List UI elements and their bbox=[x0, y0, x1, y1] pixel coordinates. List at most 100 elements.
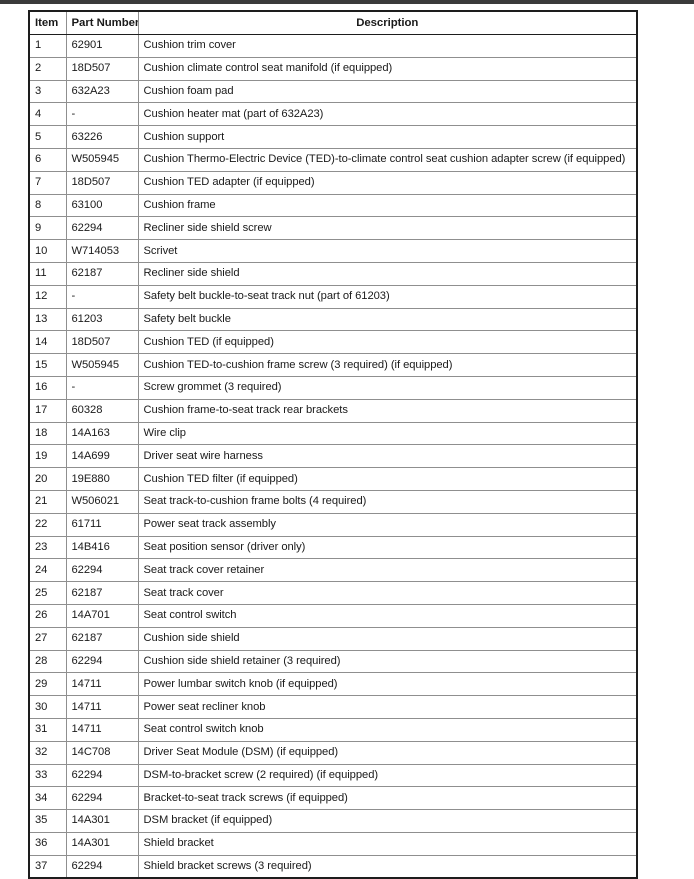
cell-description: Cushion side shield retainer (3 required… bbox=[137, 649, 638, 674]
cell-item: 30 bbox=[28, 695, 67, 719]
cell-item: 11 bbox=[28, 261, 67, 286]
cell-part-number: 14A301 bbox=[65, 809, 139, 833]
parts-list-table: Item Part Number Description 1 62901 Cushi… bbox=[28, 10, 638, 879]
cell-description: Power seat recliner knob bbox=[137, 695, 638, 719]
cell-part-number: 18D507 bbox=[65, 170, 139, 195]
table-row: 3 632A23 Cushion foam pad bbox=[28, 79, 638, 104]
table-row: 18 14A163 Wire clip bbox=[28, 421, 638, 446]
cell-part-number: 14711 bbox=[65, 672, 139, 697]
cell-item: 35 bbox=[28, 809, 67, 833]
cell-description: Scrivet bbox=[137, 239, 638, 263]
table-row: 34 62294 Bracket-to-seat track screws (if … bbox=[28, 786, 638, 811]
cell-description: Power seat track assembly bbox=[137, 512, 638, 537]
table-row: 30 14711 Power seat recliner knob bbox=[28, 695, 638, 719]
cell-item: 9 bbox=[28, 216, 67, 241]
cell-item: 2 bbox=[28, 56, 67, 81]
cell-part-number: 62187 bbox=[65, 581, 139, 605]
table-row: 22 61711 Power seat track assembly bbox=[28, 512, 638, 537]
cell-description: Seat control switch bbox=[137, 603, 638, 628]
cell-description: Recliner side shield bbox=[137, 261, 638, 286]
cell-description: Cushion frame-to-seat track rear bracket… bbox=[137, 398, 638, 423]
cell-part-number: 14A301 bbox=[65, 831, 139, 856]
cell-description: Cushion TED (if equipped) bbox=[137, 330, 638, 355]
cell-part-number: 18D507 bbox=[65, 330, 139, 355]
cell-description: Cushion trim cover bbox=[137, 34, 638, 58]
cell-item: 22 bbox=[28, 512, 67, 537]
cell-part-number: 62294 bbox=[65, 786, 139, 811]
cell-item: 14 bbox=[28, 330, 67, 355]
cell-part-number: 18D507 bbox=[65, 56, 139, 81]
cell-part-number: 62294 bbox=[65, 854, 139, 879]
cell-part-number: 14A699 bbox=[65, 444, 139, 469]
cell-item: 19 bbox=[28, 444, 67, 469]
cell-description: DSM bracket (if equipped) bbox=[137, 809, 638, 833]
cell-description: Wire clip bbox=[137, 421, 638, 446]
cell-part-number: 63100 bbox=[65, 193, 139, 218]
cell-item: 23 bbox=[28, 535, 67, 560]
table-row: 10 W714053 Scrivet bbox=[28, 239, 638, 263]
cell-part-number: 62187 bbox=[65, 261, 139, 286]
table-row: 26 14A701 Seat control switch bbox=[28, 603, 638, 628]
cell-item: 16 bbox=[28, 375, 67, 400]
cell-item: 32 bbox=[28, 740, 67, 765]
cell-part-number: 14A163 bbox=[65, 421, 139, 446]
cell-description: Cushion TED adapter (if equipped) bbox=[137, 170, 638, 195]
column-header-description: Description bbox=[137, 10, 638, 35]
cell-item: 28 bbox=[28, 649, 67, 674]
cell-part-number: W505945 bbox=[65, 353, 139, 377]
cell-part-number: W714053 bbox=[65, 239, 139, 263]
table-header: Item Part Number Description bbox=[28, 10, 638, 35]
cell-item: 17 bbox=[28, 398, 67, 423]
cell-description: Cushion frame bbox=[137, 193, 638, 218]
cell-part-number: 14711 bbox=[65, 695, 139, 719]
cell-item: 8 bbox=[28, 193, 67, 218]
cell-description: Driver seat wire harness bbox=[137, 444, 638, 469]
table-row: 2 18D507 Cushion climate control seat mani… bbox=[28, 56, 638, 81]
table-row: 35 14A301 DSM bracket (if equipped) bbox=[28, 809, 638, 833]
cell-description: Cushion heater mat (part of 632A23) bbox=[137, 102, 638, 127]
cell-description: Seat control switch knob bbox=[137, 717, 638, 742]
cell-item: 34 bbox=[28, 786, 67, 811]
cell-item: 29 bbox=[28, 672, 67, 697]
cell-part-number: 14C708 bbox=[65, 740, 139, 765]
cell-description: Cushion support bbox=[137, 125, 638, 149]
cell-item: 15 bbox=[28, 353, 67, 377]
table-row: 24 62294 Seat track cover retainer bbox=[28, 558, 638, 583]
table-row: 7 18D507 Cushion TED adapter (if equipped) bbox=[28, 170, 638, 195]
cell-item: 31 bbox=[28, 717, 67, 742]
table-row: 11 62187 Recliner side shield bbox=[28, 261, 638, 286]
table-row: 5 63226 Cushion support bbox=[28, 125, 638, 149]
table-row: 9 62294 Recliner side shield screw bbox=[28, 216, 638, 241]
cell-part-number: 14A701 bbox=[65, 603, 139, 628]
cell-description: Safety belt buckle bbox=[137, 307, 638, 332]
cell-description: Shield bracket screws (3 required) bbox=[137, 854, 638, 879]
cell-item: 1 bbox=[28, 34, 67, 58]
table-header-row: Item Part Number Description bbox=[28, 10, 638, 35]
table-row: 17 60328 Cushion frame-to-seat track rear … bbox=[28, 398, 638, 423]
cell-part-number: 62294 bbox=[65, 763, 139, 788]
cell-item: 12 bbox=[28, 284, 67, 309]
cell-item: 20 bbox=[28, 467, 67, 491]
cell-item: 25 bbox=[28, 581, 67, 605]
table-row: 25 62187 Seat track cover bbox=[28, 581, 638, 605]
table-row: 6 W505945 Cushion Thermo-Electric Device (… bbox=[28, 147, 638, 172]
cell-description: Seat position sensor (driver only) bbox=[137, 535, 638, 560]
cell-part-number: 14711 bbox=[65, 717, 139, 742]
cell-description: Cushion Thermo-Electric Device (TED)-to-… bbox=[137, 147, 638, 172]
cell-item: 24 bbox=[28, 558, 67, 583]
table-row: 13 61203 Safety belt buckle bbox=[28, 307, 638, 332]
table-row: 33 62294 DSM-to-bracket screw (2 required)… bbox=[28, 763, 638, 788]
cell-description: Bracket-to-seat track screws (if equippe… bbox=[137, 786, 638, 811]
cell-part-number: - bbox=[65, 375, 139, 400]
cell-part-number: 61203 bbox=[65, 307, 139, 332]
cell-part-number: 62294 bbox=[65, 216, 139, 241]
cell-description: Cushion side shield bbox=[137, 626, 638, 651]
cell-item: 6 bbox=[28, 147, 67, 172]
cell-description: Cushion climate control seat manifold (i… bbox=[137, 56, 638, 81]
cell-description: Cushion TED filter (if equipped) bbox=[137, 467, 638, 491]
cell-part-number: 62187 bbox=[65, 626, 139, 651]
cell-part-number: 14B416 bbox=[65, 535, 139, 560]
table-row: 21 W506021 Seat track-to-cushion frame bol… bbox=[28, 489, 638, 514]
cell-item: 7 bbox=[28, 170, 67, 195]
cell-item: 33 bbox=[28, 763, 67, 788]
